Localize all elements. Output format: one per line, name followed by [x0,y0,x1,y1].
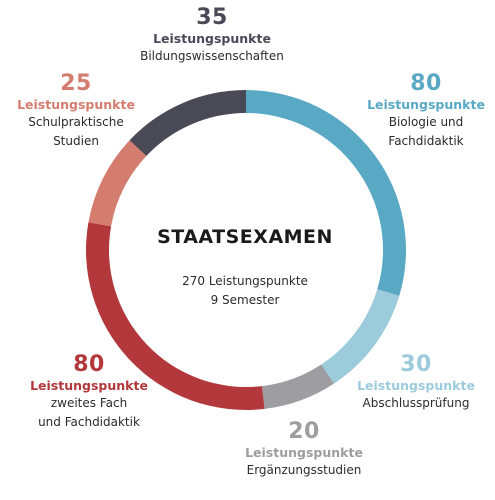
segment-value: 80 [410,71,442,96]
segment-value: 80 [73,352,105,377]
center-info: 270 Leistungspunkte 9 Semester [130,272,360,310]
segment-value: 20 [288,419,320,444]
segment-zweites-fach [86,222,265,410]
segment-unit: Leistungspunkte [30,378,148,393]
segment-label-abschluss: 30 Leistungspunkte Abschlussprüfung [338,352,494,413]
segment-unit: Leistungspunkte [153,31,271,46]
segment-unit: Leistungspunkte [17,97,135,112]
segment-desc: und Fachdidaktik [38,415,140,429]
segment-bildung [129,90,246,156]
segment-desc: zweites Fach [50,396,128,410]
segment-desc: Bildungswissenschaften [140,49,284,63]
center-total-label: 270 Leistungspunkte [182,274,308,288]
segment-value: 35 [196,5,228,30]
segment-unit: Leistungspunkte [245,445,363,460]
segment-label-ergaenzung: 20 Leistungspunkte Ergänzungsstudien [214,419,394,480]
segment-desc: Ergänzungsstudien [246,463,362,477]
segment-biologie [246,90,406,296]
center-semester-label: 9 Semester [210,293,280,307]
segment-abschluss [321,289,400,384]
segment-value: 25 [60,71,92,96]
chart-title: STAATSEXAMEN [157,226,333,248]
segment-label-zweites-fach: 80 Leistungspunkte zweites Fach und Fach… [4,352,174,432]
segment-label-schulpraktisch: 25 Leistungspunkte Schulpraktische Studi… [0,71,152,151]
segment-ergaenzung [261,364,334,409]
segment-desc: Abschlussprüfung [362,396,470,410]
segment-desc: Studien [53,134,99,148]
segment-desc: Schulpraktische [28,115,124,129]
segment-label-biologie: 80 Leistungspunkte Biologie und Fachdida… [336,71,495,151]
segment-schulpraktisch [88,140,147,227]
segment-desc: Biologie und [388,115,464,129]
segment-desc: Fachdidaktik [388,134,464,148]
segment-unit: Leistungspunkte [357,378,475,393]
segment-value: 30 [400,352,432,377]
segment-unit: Leistungspunkte [367,97,485,112]
chart-title-block: STAATSEXAMEN [130,226,360,248]
segment-label-bildung: 35 Leistungspunkte Bildungswissenschafte… [122,5,302,66]
